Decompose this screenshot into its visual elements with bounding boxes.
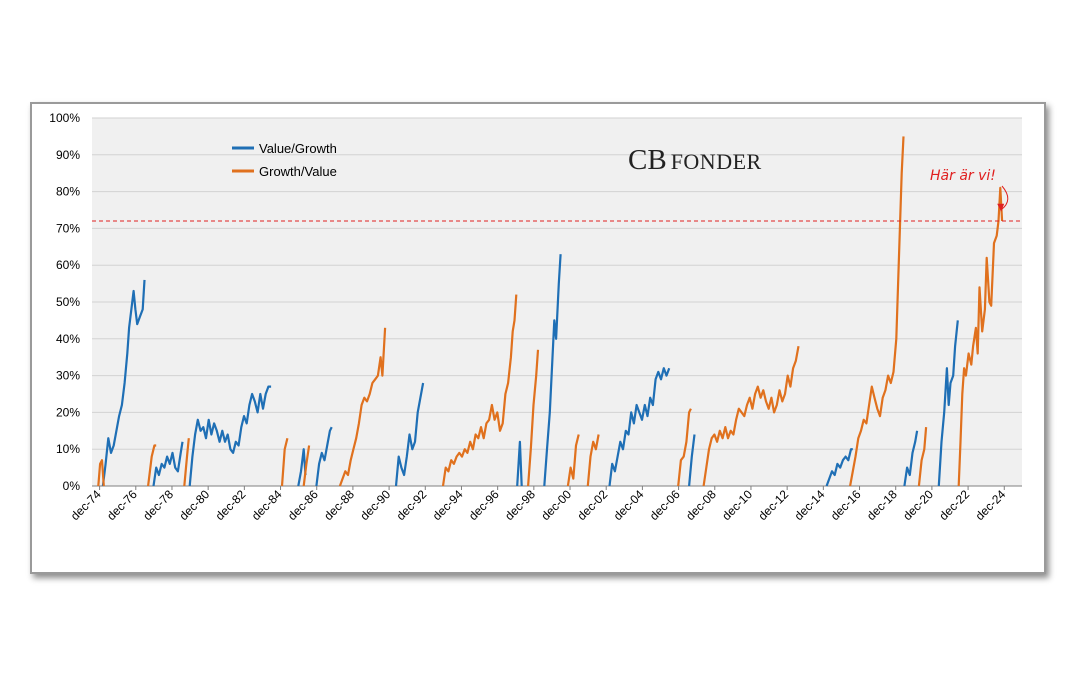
- annotation-arrowhead: [997, 203, 1005, 212]
- x-tick-label: dec-92: [394, 487, 430, 523]
- x-tick-label: dec-88: [321, 487, 357, 523]
- legend-label-growth-value: Growth/Value: [259, 164, 337, 179]
- series-line-segment: [586, 434, 600, 487]
- annotation-text: Här är vi!: [930, 168, 996, 184]
- x-axis: dec-74 dec-76 dec-78 dec-80 dec-82 dec-84 dec-…: [68, 486, 1009, 523]
- chart-frame: 0% 10% 20% 30% 40% 50% 60% 70% 80% 90% 100% dec-74…: [30, 102, 1046, 574]
- x-tick-label: dec-16: [828, 487, 864, 523]
- x-tick-label: dec-00: [538, 487, 574, 523]
- series-line-segment: [101, 279, 146, 487]
- series-line-segment: [152, 441, 184, 487]
- x-tick-label: dec-76: [104, 487, 140, 523]
- series-line-segment: [188, 385, 272, 487]
- x-tick-label: dec-98: [502, 487, 538, 523]
- y-tick-label: 10%: [56, 442, 80, 456]
- series-line-segment: [566, 434, 580, 487]
- y-tick-label: 40%: [56, 332, 80, 346]
- x-tick-label: dec-02: [574, 487, 610, 523]
- brand-cb: CB: [628, 144, 667, 176]
- series-line-segment: [147, 444, 157, 487]
- series-line-segment: [543, 254, 562, 487]
- series-line-segment: [688, 434, 696, 487]
- series-line-segment: [957, 186, 1004, 487]
- y-tick-label: 20%: [56, 405, 80, 419]
- series-line-segment: [338, 327, 387, 487]
- x-tick-label: dec-12: [755, 487, 791, 523]
- series-line-segment: [97, 459, 105, 487]
- series-line-segment: [527, 349, 540, 487]
- y-tick-label: 70%: [56, 221, 80, 235]
- y-axis: 0% 10% 20% 30% 40% 50% 60% 70% 80% 90% 100%: [49, 111, 80, 493]
- series-value-growth: [101, 254, 959, 487]
- x-tick-label: dec-18: [864, 487, 900, 523]
- x-tick-label: dec-96: [466, 487, 502, 523]
- x-tick-label: dec-90: [357, 487, 393, 523]
- x-tick-label: dec-78: [140, 487, 176, 523]
- series-line-segment: [315, 426, 333, 487]
- gridlines: [92, 117, 1022, 487]
- y-tick-label: 0%: [63, 479, 81, 493]
- series-line-segment: [297, 448, 307, 487]
- annotation-arrow: [1000, 185, 1009, 211]
- series-line-segment: [825, 448, 853, 487]
- y-tick-label: 30%: [56, 369, 80, 383]
- y-tick-label: 60%: [56, 258, 80, 272]
- series-line-segment: [441, 294, 518, 487]
- series-line-segment: [183, 438, 190, 487]
- series-growth-value: [97, 136, 1004, 487]
- x-tick-label: dec-84: [249, 487, 285, 523]
- series-line-segment: [516, 440, 523, 487]
- series-line-segment: [937, 320, 959, 487]
- y-tick-label: 50%: [56, 295, 80, 309]
- x-tick-label: dec-20: [900, 487, 936, 523]
- series-line-segment: [302, 445, 311, 487]
- series-line-segment: [608, 367, 671, 487]
- y-tick-label: 80%: [56, 185, 80, 199]
- series-line-segment: [394, 382, 425, 487]
- legend-label-value-growth: Value/Growth: [259, 141, 337, 156]
- series-line-segment: [677, 408, 692, 487]
- x-tick-label: dec-08: [683, 487, 719, 523]
- x-tick-label: dec-86: [285, 487, 321, 523]
- line-chart: 0% 10% 20% 30% 40% 50% 60% 70% 80% 90% 100% dec-74…: [49, 111, 1022, 523]
- x-tick-label: dec-10: [719, 487, 755, 523]
- x-tick-label: dec-14: [792, 487, 828, 523]
- series-line-segment: [903, 430, 919, 487]
- legend: Value/Growth Growth/Value: [232, 141, 337, 179]
- x-tick-label: dec-06: [647, 487, 683, 523]
- x-tick-label: dec-22: [936, 487, 972, 523]
- y-tick-label: 100%: [49, 111, 80, 125]
- brand-fonder: FONDER: [671, 149, 762, 174]
- series-layer: [97, 136, 1004, 487]
- y-tick-label: 90%: [56, 148, 80, 162]
- x-tick-label: dec-82: [213, 487, 249, 523]
- series-line-segment: [917, 427, 928, 487]
- x-tick-label: dec-80: [176, 487, 212, 523]
- brand-logo: CB FONDER: [628, 144, 762, 176]
- x-tick-label: dec-94: [430, 487, 466, 523]
- x-tick-label: dec-04: [611, 487, 647, 523]
- x-tick-label: dec-24: [973, 487, 1009, 523]
- series-line-segment: [849, 136, 905, 487]
- series-line-segment: [280, 437, 289, 487]
- series-line-segment: [702, 346, 800, 487]
